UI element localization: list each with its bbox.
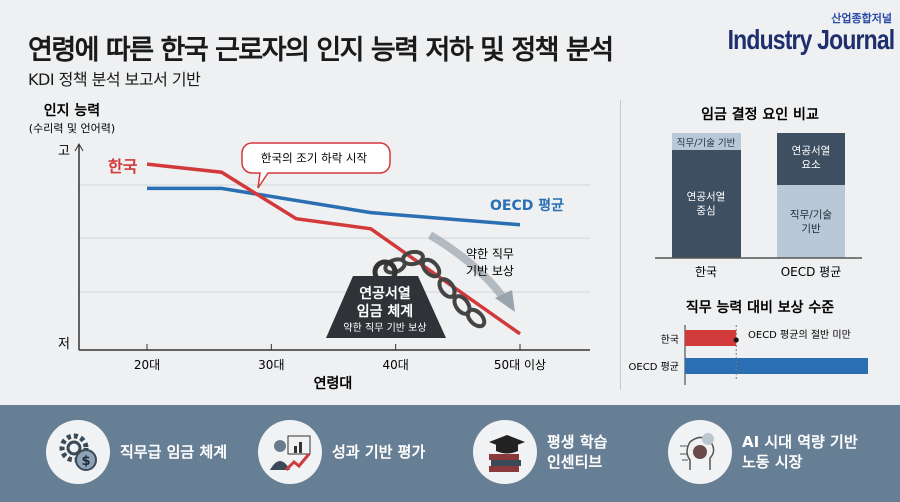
- callout-text: 한국의 조기 하락 시작: [261, 151, 368, 165]
- page-subtitle: KDI 정책 분석 보고서 기반: [28, 70, 201, 89]
- brand-korean: 산업종합저널: [831, 12, 892, 25]
- y-axis-label: 인지 능력: [44, 102, 100, 119]
- hbar-annotation: OECD 평균의 절반 미만: [748, 328, 851, 341]
- hbar-label-oecd: OECD 평균: [629, 361, 679, 373]
- x-tick-label: 50대 이상: [494, 358, 546, 372]
- x-tick-label: 20대: [134, 358, 160, 372]
- weight-icon: [326, 259, 446, 338]
- y-low-label: 저: [58, 337, 70, 352]
- bar-label: 직무/기술 기반: [790, 209, 833, 235]
- bar-oecd-seniority: [777, 133, 845, 185]
- line-chart: 인지 능력 (수리력 및 언어력) 고 저 20대 30대 40대 50대 이상 연령…: [29, 102, 590, 392]
- feature-label: 노동 시장: [742, 453, 803, 471]
- bar-label: 연공서열 중심: [687, 191, 726, 217]
- bar-korea-job: [672, 133, 741, 150]
- feature-label: 인센티브: [547, 453, 603, 471]
- weight-title-2: 임금 체계: [357, 304, 413, 320]
- arrow-label-2: 기반 보상: [466, 264, 514, 278]
- y-axis-arrow-icon: [74, 142, 84, 152]
- ai-brain-icon: [668, 420, 732, 484]
- gear-dollar-icon: $: [46, 420, 110, 484]
- decline-arrow-icon: [427, 231, 509, 303]
- feature-label: 성과 기반 평가: [332, 443, 426, 461]
- feature-item: $ 직무급 임금 체계: [46, 420, 227, 484]
- bar-label: 직무/기술 기반: [677, 138, 736, 149]
- right-panel: 임금 결정 요인 비교 직무/기술 기반 연공서열 중심 연공서열 요소 직무/기술…: [629, 106, 868, 385]
- bar-korea-seniority: [672, 150, 741, 258]
- hbar-oecd: [685, 358, 868, 374]
- feature-item: 성과 기반 평가: [258, 420, 425, 484]
- arrow-label-1: 약한 직무: [466, 246, 514, 261]
- x-tick-label: 40대: [383, 358, 409, 372]
- category-label-korea: 한국: [695, 265, 717, 279]
- comp-chart-title: 직무 능력 대비 보상 수준: [686, 299, 834, 316]
- series-label-oecd: OECD 평균: [490, 197, 564, 214]
- callout-bubble: 한국의 조기 하락 시작: [241, 142, 391, 189]
- y-axis-sublabel: (수리력 및 언어력): [29, 122, 115, 135]
- category-label-oecd: OECD 평균: [781, 265, 842, 279]
- panel-divider: [620, 100, 621, 390]
- weight-subtitle: 약한 직무 기반 보상: [343, 322, 426, 334]
- series-label-korea: 한국: [108, 157, 138, 176]
- feature-label: AI 시대 역량 기반: [742, 433, 858, 451]
- svg-text:$: $: [81, 454, 90, 469]
- wage-chart-title: 임금 결정 요인 비교: [701, 106, 819, 123]
- series-line-korea: [146, 162, 522, 336]
- marker-dot: [733, 337, 739, 343]
- bar-label: 연공서열 요소: [792, 145, 831, 171]
- performance-chart-icon: [258, 420, 322, 484]
- x-tick-label: 30대: [258, 358, 284, 372]
- decline-arrowhead-icon: [495, 290, 515, 312]
- y-high-label: 고: [58, 144, 70, 159]
- policy-band: [0, 405, 900, 502]
- graduation-books-icon: [473, 420, 537, 484]
- series-line-oecd: [147, 186, 521, 227]
- bar-oecd-job: [777, 185, 845, 258]
- brand-logo: Industry Journal: [727, 24, 895, 55]
- hbar-korea: [685, 330, 737, 346]
- weight-title-1: 연공서열: [359, 285, 411, 302]
- chain-icon: [383, 249, 487, 329]
- feature-label: 직무급 임금 체계: [120, 443, 228, 461]
- page-title: 연령에 따른 한국 근로자의 인지 능력 저하 및 정책 분석: [28, 35, 614, 66]
- feature-label: 평생 학습: [547, 433, 608, 451]
- x-axis-label: 연령대: [314, 376, 353, 392]
- hbar-label-korea: 한국: [661, 334, 679, 346]
